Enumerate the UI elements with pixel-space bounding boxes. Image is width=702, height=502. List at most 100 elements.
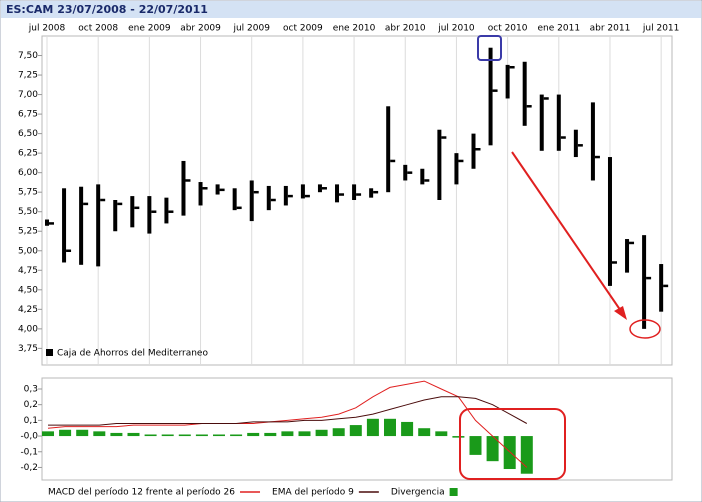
range-bar <box>283 185 288 206</box>
range-bar <box>369 188 374 198</box>
histogram-bar <box>93 431 106 437</box>
histogram-bar <box>161 434 174 437</box>
plot-frame <box>41 35 673 366</box>
range-bar <box>505 64 510 99</box>
x-tick-label: ene 2010 <box>333 24 376 34</box>
range-bar <box>437 129 442 200</box>
range-bar <box>164 197 169 224</box>
y-tick-label: 5,75 <box>18 188 38 198</box>
x-tick-label: jul 2009 <box>232 24 270 34</box>
y-tick-label: 4,75 <box>18 266 38 276</box>
x-tick-label: abr 2010 <box>385 24 426 34</box>
range-bar <box>573 129 578 158</box>
range-bar <box>352 184 357 200</box>
x-tick-label: oct 2008 <box>78 24 118 34</box>
range-bar <box>659 264 664 312</box>
range-bar <box>471 133 476 169</box>
histogram-bar <box>332 428 345 437</box>
histogram-bar <box>452 436 465 438</box>
range-bar <box>79 186 84 265</box>
x-tick-label: jul 2008 <box>28 24 66 34</box>
histogram-bar <box>178 434 191 437</box>
range-bar <box>300 184 305 199</box>
histogram-bar <box>247 432 260 437</box>
histogram-bar <box>127 432 140 437</box>
x-tick-label: jul 2010 <box>437 24 475 34</box>
range-bar <box>317 184 322 193</box>
line <box>47 380 528 468</box>
histogram-bar <box>503 436 516 470</box>
range-bar <box>522 61 527 126</box>
range-bar <box>625 239 630 273</box>
histogram-bar <box>281 431 294 437</box>
arrow <box>511 151 624 315</box>
y-tick-label: 6,00 <box>18 168 38 178</box>
histogram-bar <box>76 429 89 437</box>
x-tick-label: abr 2009 <box>180 24 221 34</box>
histogram-bar <box>230 434 243 437</box>
range-bar <box>215 184 220 195</box>
histogram-bar <box>469 436 482 455</box>
y-tick-label: 6,25 <box>18 149 38 159</box>
y-tick-label: 0,1 <box>24 416 38 426</box>
range-bar <box>488 47 493 146</box>
y-tick-label: 6,50 <box>18 129 38 139</box>
range-bar <box>130 196 135 228</box>
histogram-bar <box>59 429 72 437</box>
legend-label: Caja de Ahorros del Mediterraneo <box>57 349 208 359</box>
range-bar <box>607 157 612 286</box>
range-bar <box>96 184 101 267</box>
y-tick-label: 4,25 <box>18 305 38 315</box>
range-bar <box>642 235 647 329</box>
range-bar <box>249 180 254 222</box>
y-tick-label: 5,00 <box>18 246 38 256</box>
legend-label: MACD del período 12 frente al período 26 <box>48 488 235 498</box>
histogram-bar <box>298 431 311 437</box>
range-bar <box>45 219 49 226</box>
histogram-bar <box>213 434 225 437</box>
range-bar <box>403 164 408 181</box>
chart-title: ES:CAM 23/07/2008 - 22/07/2011 <box>6 3 208 16</box>
legend-swatch <box>46 349 53 356</box>
range-bar <box>147 196 152 234</box>
y-tick-label: 7,00 <box>18 90 38 100</box>
legend-label: EMA del período 9 <box>272 488 354 498</box>
histogram-bar <box>195 434 208 437</box>
line <box>48 396 528 426</box>
histogram-bar <box>349 425 362 437</box>
legend-label: Divergencia <box>391 488 445 498</box>
histogram-bar <box>418 428 431 437</box>
x-tick-label: abr 2011 <box>590 24 631 34</box>
range-bar <box>590 102 595 181</box>
y-tick-label: -0,1 <box>20 447 38 457</box>
range-bar <box>420 168 425 185</box>
histogram-bar <box>520 436 533 474</box>
histogram-bar <box>486 436 499 462</box>
highlight-box <box>459 408 566 480</box>
histogram-bar <box>42 431 54 437</box>
y-tick-label: 6,75 <box>18 110 38 120</box>
range-bar <box>181 160 186 216</box>
histogram-bar <box>366 418 379 437</box>
y-tick-label: 0,3 <box>24 384 38 394</box>
x-tick-label: oct 2010 <box>488 24 528 34</box>
highlight-box <box>477 35 502 61</box>
y-tick-label: 4,00 <box>18 324 38 334</box>
range-bar <box>232 188 237 211</box>
histogram-bar <box>144 434 157 437</box>
y-tick-label: 5,25 <box>18 227 38 237</box>
y-tick-label: 7,25 <box>18 71 38 81</box>
range-bar <box>386 106 391 193</box>
range-bar <box>198 182 203 206</box>
x-tick-label: ene 2009 <box>128 24 171 34</box>
arrow-head <box>614 306 627 320</box>
histogram-bar <box>110 432 123 437</box>
y-tick-label: -0,2 <box>20 463 38 473</box>
y-tick-label: 7,50 <box>18 51 38 61</box>
plot-frame <box>41 377 673 481</box>
histogram-bar <box>384 418 396 437</box>
range-bar <box>454 153 459 185</box>
histogram-bar <box>264 432 277 437</box>
